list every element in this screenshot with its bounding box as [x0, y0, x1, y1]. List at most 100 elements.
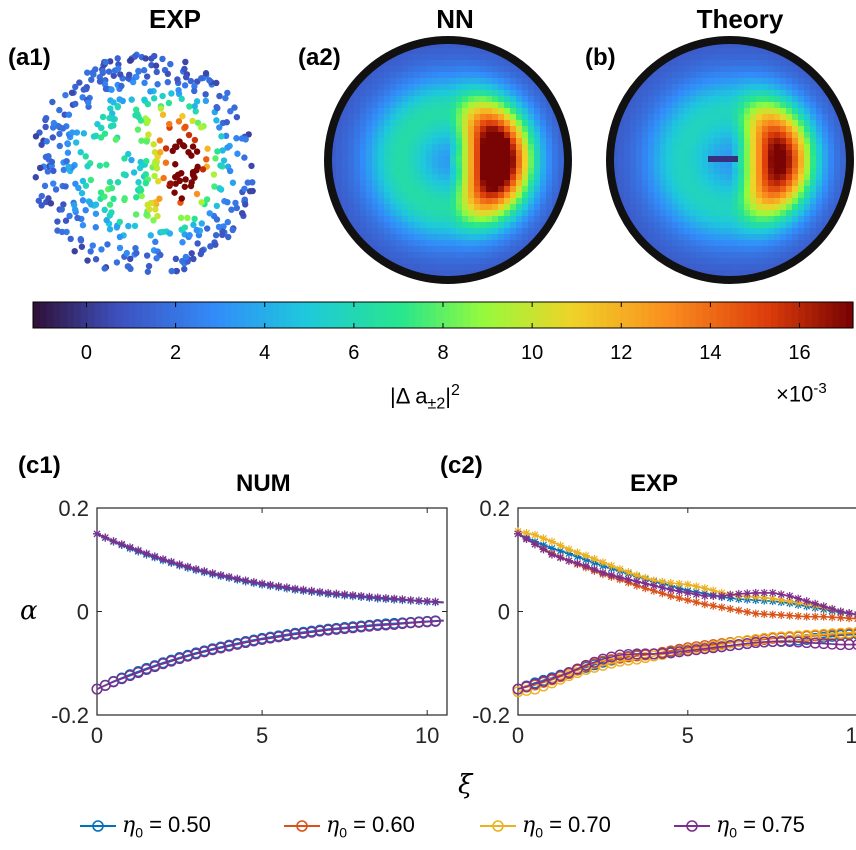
heatmap-cell	[630, 138, 637, 145]
heatmap-cell	[726, 102, 733, 109]
heatmap-cell	[660, 156, 667, 163]
heatmap-cell	[732, 60, 739, 67]
heatmap-cell	[714, 126, 721, 133]
heatmap-cell	[438, 264, 445, 271]
series-marker	[380, 619, 392, 631]
heatmap-cell	[552, 162, 559, 169]
colorbar-segment	[511, 302, 519, 328]
heatmap-cell	[720, 210, 727, 217]
heatmap-cell	[720, 258, 727, 265]
heatmap-cell	[390, 222, 397, 229]
heatmap-cell	[678, 222, 685, 229]
heatmap-cell	[654, 240, 661, 247]
scatter-point	[166, 120, 173, 128]
heatmap-cell	[834, 144, 841, 151]
heatmap-cell	[432, 90, 439, 97]
heatmap-cell	[486, 168, 493, 175]
heatmap-cell	[624, 150, 631, 157]
heatmap-cell	[732, 222, 739, 229]
heatmap-cell	[414, 102, 421, 109]
heatmap-cell	[732, 246, 739, 253]
series-marker	[836, 613, 845, 622]
heatmap-cell	[720, 42, 727, 49]
heatmap-cell	[660, 234, 667, 241]
heatmap-cell	[510, 114, 517, 121]
heatmap-cell	[402, 60, 409, 67]
heatmap-cell	[486, 264, 493, 271]
colorbar-segment	[224, 302, 232, 328]
heatmap-cell	[678, 78, 685, 85]
heatmap-cell	[396, 84, 403, 91]
heatmap-cell	[504, 168, 511, 175]
heatmap-cell	[414, 66, 421, 73]
heatmap-cell	[402, 252, 409, 259]
heatmap-cell	[810, 90, 817, 97]
heatmap-cell	[432, 168, 439, 175]
heatmap-cell	[402, 180, 409, 187]
heatmap-cell	[792, 144, 799, 151]
heatmap-cell	[666, 108, 673, 115]
heatmap-cell	[366, 114, 373, 121]
colorbar-segment	[436, 302, 444, 328]
series-marker	[429, 615, 441, 627]
heatmap-cell	[450, 126, 457, 133]
heatmap-cell	[618, 132, 625, 139]
heatmap-cell	[414, 210, 421, 217]
heatmap-cell	[690, 114, 697, 121]
colorbar-segment	[197, 302, 205, 328]
heatmap-cell	[804, 78, 811, 85]
heatmap-cell	[768, 150, 775, 157]
series-marker	[649, 586, 658, 595]
heatmap-cell	[432, 84, 439, 91]
heatmap-cell	[528, 180, 535, 187]
heatmap-cell	[342, 156, 349, 163]
heatmap-cell	[798, 234, 805, 241]
heatmap-cell	[618, 126, 625, 133]
heatmap-cell	[480, 216, 487, 223]
heatmap-cell	[456, 156, 463, 163]
heatmap-cell	[822, 180, 829, 187]
heatmap-cell	[402, 264, 409, 271]
heatmap-cell	[792, 186, 799, 193]
heatmap-cell	[684, 222, 691, 229]
colorbar-segment	[661, 302, 670, 328]
x-tick-label: 10	[415, 723, 439, 748]
heatmap-cell	[480, 138, 487, 145]
heatmap-cell	[390, 198, 397, 205]
heatmap-cell	[516, 72, 523, 79]
scatter-point	[97, 134, 105, 141]
heatmap-cell	[786, 228, 793, 235]
scatter-point	[159, 55, 166, 63]
series-marker	[264, 632, 276, 644]
heatmap-cell	[654, 78, 661, 85]
scatter-point	[173, 267, 181, 275]
heatmap-cell	[792, 228, 799, 235]
heatmap-cell	[492, 186, 499, 193]
heatmap-cell	[420, 258, 427, 265]
heatmap-cell	[540, 198, 547, 205]
scatter-point	[156, 137, 164, 144]
colorbar-segment	[463, 302, 471, 328]
heatmap-cell	[750, 210, 757, 217]
series-marker	[852, 639, 856, 650]
heatmap-cell	[642, 228, 649, 235]
heatmap-cell	[426, 48, 433, 55]
heatmap-cell	[474, 156, 481, 163]
heatmap-cell	[336, 156, 343, 163]
heatmap-cell	[474, 150, 481, 157]
series-marker	[709, 586, 718, 595]
heatmap-cell	[696, 90, 703, 97]
series-marker	[340, 590, 349, 599]
heatmap-cell	[726, 78, 733, 85]
scatter-point	[194, 119, 202, 126]
heatmap-cell	[378, 96, 385, 103]
heatmap-cell	[438, 66, 445, 73]
heatmap-cell	[696, 84, 703, 91]
legend-eta: η	[716, 812, 730, 838]
heatmap-cell	[402, 84, 409, 91]
heatmap-cell	[468, 156, 475, 163]
heatmap-cell	[702, 108, 709, 115]
heatmap-cell	[672, 126, 679, 133]
heatmap-cell	[726, 66, 733, 73]
heatmap-cell	[798, 222, 805, 229]
